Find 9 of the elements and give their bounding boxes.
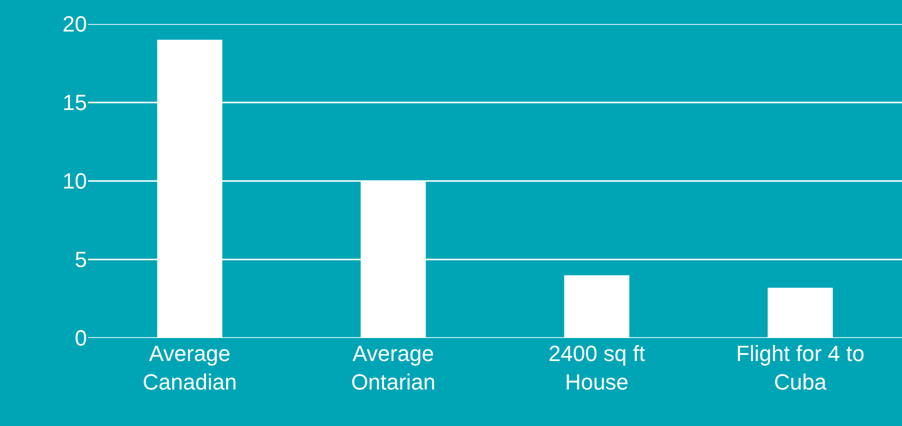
y-tick-label: 5 <box>74 247 87 272</box>
y-tick-label: 20 <box>62 12 87 37</box>
y-tick-label: 0 <box>74 326 87 351</box>
x-tick-label: 2400 sq ft House <box>548 341 646 395</box>
y-tick-label: 10 <box>62 168 87 194</box>
y-tick-label: 15 <box>62 90 87 116</box>
x-tick-label: Average Ontarian <box>351 341 436 395</box>
x-tick-label: Average Canadian <box>142 341 237 395</box>
x-tick-label: Flight for 4 to Cuba <box>736 341 864 395</box>
